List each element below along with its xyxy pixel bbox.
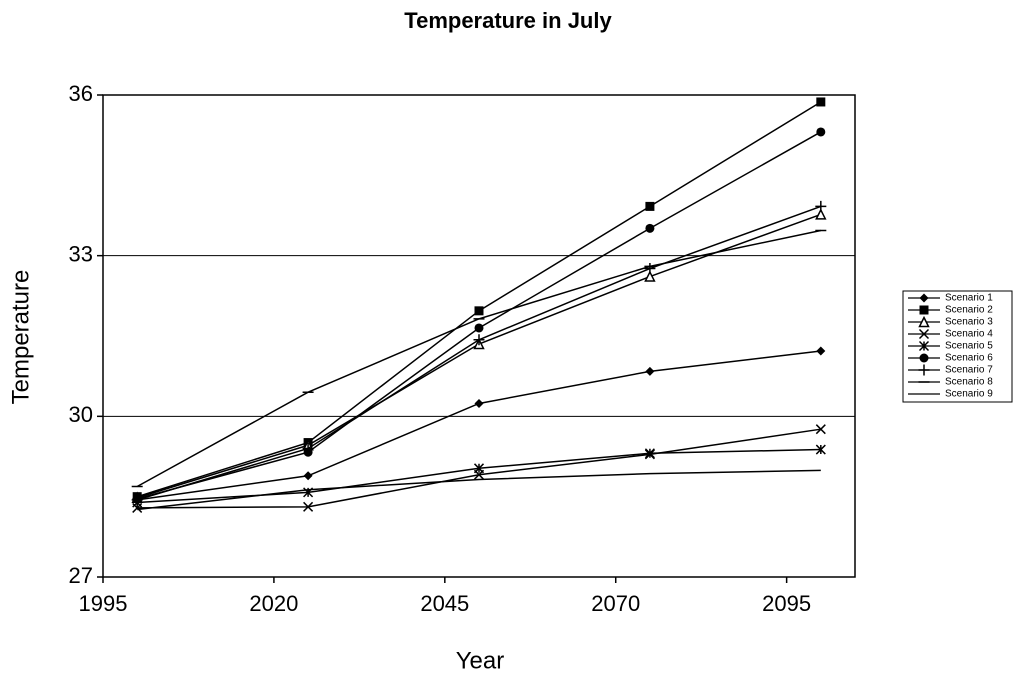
data-point-part — [816, 127, 826, 137]
series-line — [137, 469, 821, 511]
legend-marker-part — [919, 305, 929, 315]
data-point-part — [815, 208, 827, 220]
data-point-part — [815, 444, 826, 455]
data-point — [815, 424, 826, 435]
data-point — [645, 366, 655, 376]
data-point — [815, 208, 827, 220]
data-point — [644, 270, 656, 282]
y-axis-label: Temperature — [7, 270, 34, 405]
data-point — [303, 471, 313, 481]
legend-label: Scenario 1 — [945, 293, 993, 304]
data-point — [645, 223, 655, 233]
legend-marker — [919, 293, 929, 303]
series-line — [137, 350, 821, 501]
series-line — [137, 448, 821, 504]
legend-marker — [918, 364, 930, 376]
y-tick-label: 27 — [69, 563, 93, 588]
y-tick-label: 33 — [69, 241, 93, 266]
data-point-part — [303, 501, 314, 512]
data-point — [644, 448, 655, 459]
legend-label: Scenario 2 — [945, 305, 993, 316]
data-point — [816, 346, 826, 356]
data-point-part — [474, 398, 484, 408]
x-tick-label: 2020 — [249, 591, 298, 616]
y-tick-label: 36 — [69, 81, 93, 106]
series-line — [136, 101, 822, 498]
y-tick-label: 30 — [69, 402, 93, 427]
legend-label: Scenario 7 — [945, 365, 993, 376]
x-tick-label: 2095 — [762, 591, 811, 616]
data-point — [302, 442, 314, 454]
data-point — [303, 501, 314, 512]
legend-marker-part — [918, 364, 930, 376]
legend-marker — [918, 340, 930, 352]
data-point-part — [816, 346, 826, 356]
legend-marker-part — [918, 328, 930, 340]
data-point — [131, 494, 143, 506]
legend-marker — [919, 353, 929, 363]
x-tick-label: 2070 — [591, 591, 640, 616]
data-point-part — [815, 424, 826, 435]
plot-border — [102, 94, 856, 578]
series-line — [136, 229, 821, 488]
x-axis-label: Year — [456, 647, 505, 674]
legend-marker — [918, 315, 930, 328]
legend-label: Scenario 8 — [945, 377, 993, 388]
data-point — [473, 334, 485, 346]
data-point-part — [645, 201, 655, 211]
data-point — [644, 263, 656, 275]
data-point-part — [302, 442, 314, 454]
series-line — [136, 213, 822, 499]
data-point-part — [644, 263, 656, 275]
x-tick-label: 1995 — [79, 591, 128, 616]
legend-label: Scenario 5 — [945, 341, 993, 352]
legend-label: Scenario 3 — [945, 317, 993, 328]
data-point-part — [303, 471, 313, 481]
legend-marker — [919, 305, 929, 315]
legend-label: Scenario 6 — [945, 353, 993, 364]
data-point-part — [131, 494, 143, 506]
data-point-part — [644, 448, 655, 459]
data-point-part — [815, 200, 827, 212]
data-point-part — [644, 270, 656, 282]
legend-marker-part — [918, 315, 930, 328]
data-point-part — [474, 306, 484, 316]
legend-marker-part — [919, 353, 929, 363]
data-point — [815, 200, 827, 212]
chart-title: Temperature in July — [404, 8, 612, 33]
x-tick-label: 2045 — [420, 591, 469, 616]
data-point — [473, 463, 485, 474]
legend-marker-part — [919, 293, 929, 303]
data-point-part — [645, 223, 655, 233]
data-point — [645, 201, 655, 211]
legend-label: Scenario 4 — [945, 329, 993, 340]
data-point-part — [816, 97, 826, 107]
legend-label: Scenario 9 — [945, 389, 993, 400]
data-point-part — [473, 463, 485, 474]
data-point — [474, 398, 484, 408]
data-point-part — [645, 366, 655, 376]
data-point — [816, 127, 826, 137]
data-point — [815, 444, 826, 455]
data-point — [474, 306, 484, 316]
legend-marker — [918, 328, 930, 340]
data-point — [474, 323, 484, 333]
data-point-part — [474, 323, 484, 333]
data-point-part — [473, 334, 485, 346]
series-line — [136, 205, 822, 501]
data-point — [816, 97, 826, 107]
legend-marker-part — [918, 340, 930, 352]
